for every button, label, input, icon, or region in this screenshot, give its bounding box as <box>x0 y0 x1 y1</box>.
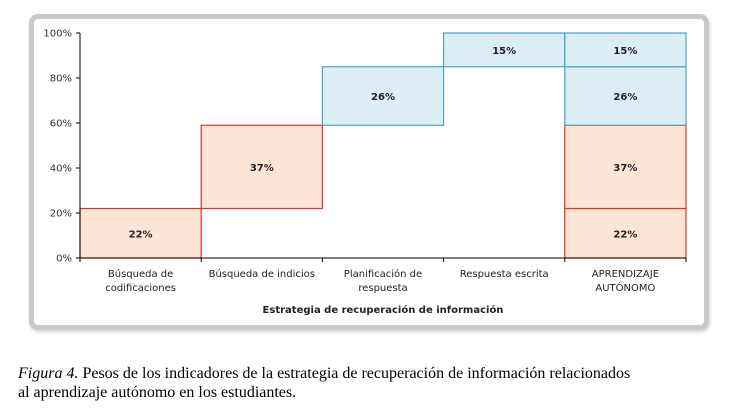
x-tick-label-0: Búsqueda de codificaciones <box>105 268 176 294</box>
labels-layer: 22% 37% 26% 15% 22% 37% 26% 15% <box>129 46 638 240</box>
y-tick-label-4: 80% <box>50 74 72 85</box>
x-tick-label-1: Búsqueda de indicios <box>209 268 315 280</box>
x-tick-label-2-line-1: respuesta <box>358 283 407 294</box>
x-tick-label-4-line-0: APRENDIZAJE <box>592 269 659 280</box>
x-axis-title: Estrategia de recuperación de informació… <box>263 304 504 316</box>
caption-lead: Figura 4. <box>18 365 79 382</box>
x-tick-label-0-line-0: Búsqueda de <box>108 268 173 280</box>
x-tick-label-0-line-1: codificaciones <box>105 283 176 294</box>
step-data-label-2: 26% <box>371 92 395 103</box>
figure-caption: Figura 4. Pesos de los indicadores de la… <box>18 364 746 402</box>
x-tick-label-3: Respuesta escrita <box>460 269 549 280</box>
total-data-label-2: 26% <box>613 92 637 103</box>
total-data-label-3: 15% <box>613 46 637 57</box>
step-bar-2 <box>321 66 445 126</box>
step-bar-1 <box>200 124 323 210</box>
x-tick-label-3-line-0: Respuesta escrita <box>460 269 549 280</box>
step-data-label-1: 37% <box>250 163 274 174</box>
total-bar-3 <box>564 32 687 68</box>
x-tick-label-4: APRENDIZAJE AUTÓNOMO <box>592 269 659 294</box>
y-tick-label-5: 100% <box>43 29 72 40</box>
x-tick-label-2-line-0: Planificación de <box>344 268 422 280</box>
bars-layer <box>79 32 687 259</box>
total-bar-1 <box>564 124 687 210</box>
step-bar-0 <box>79 207 202 259</box>
y-tick-label-3: 60% <box>50 119 72 130</box>
x-tick-label-1-line-0: Búsqueda de indicios <box>209 268 315 280</box>
step-bar-3 <box>443 32 566 68</box>
x-tick-label-2: Planificación de respuesta <box>344 268 422 294</box>
step-data-label-0: 22% <box>129 229 153 240</box>
y-tick-label-1: 20% <box>50 209 72 220</box>
waterfall-chart: 0% 20% 40% 60% 80% 100% Búsqueda de codificacio… <box>43 29 687 316</box>
y-tick-label-0: 0% <box>56 254 72 265</box>
total-data-label-0: 22% <box>613 229 637 240</box>
caption-line1: Pesos de los indicadores de la estrategi… <box>78 365 631 382</box>
axis-layer: 0% 20% 40% 60% 80% 100% Búsqueda de codificacio… <box>43 29 687 294</box>
caption-line2: al aprendizaje autónomo en los estudiant… <box>18 384 297 401</box>
step-data-label-3: 15% <box>492 46 516 57</box>
total-bar-2 <box>564 66 687 126</box>
x-tick-label-4-line-1: AUTÓNOMO <box>595 281 655 294</box>
total-bar-0 <box>564 207 687 259</box>
total-data-label-1: 37% <box>613 163 637 174</box>
y-tick-label-2: 40% <box>50 164 72 175</box>
